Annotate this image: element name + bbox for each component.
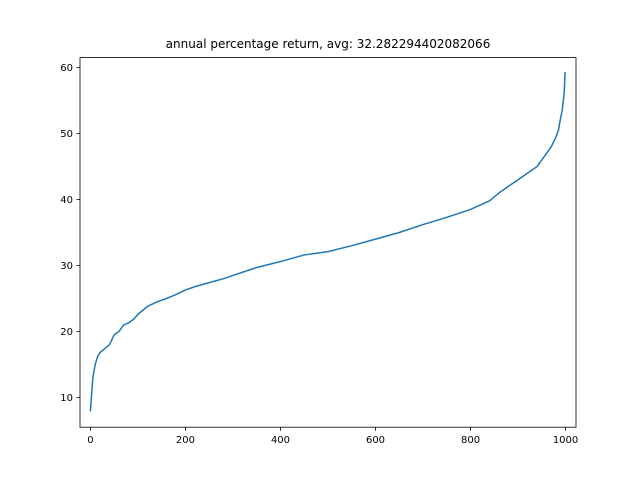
x-tick-label: 1000 xyxy=(553,435,578,446)
x-tick-label: 600 xyxy=(366,435,385,446)
y-tick-label: 20 xyxy=(60,327,73,338)
x-tick-label: 800 xyxy=(461,435,480,446)
x-tick-label: 200 xyxy=(176,435,195,446)
y-tick-label: 10 xyxy=(60,393,73,404)
y-tick-label: 30 xyxy=(60,261,73,272)
x-tick-label: 0 xyxy=(87,435,93,446)
plot-frame xyxy=(79,57,577,428)
chart-title: annual percentage return, avg: 32.282294… xyxy=(166,37,491,51)
axis-ticks: 0 200 400 600 800 1000 10 20 30 40 50 60 xyxy=(60,63,578,446)
y-tick-label: 50 xyxy=(60,129,73,140)
y-tick-label: 60 xyxy=(60,63,73,74)
series-layer xyxy=(89,71,566,412)
x-tick-label: 400 xyxy=(271,435,290,446)
y-tick-label: 40 xyxy=(60,195,73,206)
series-line xyxy=(89,71,566,412)
